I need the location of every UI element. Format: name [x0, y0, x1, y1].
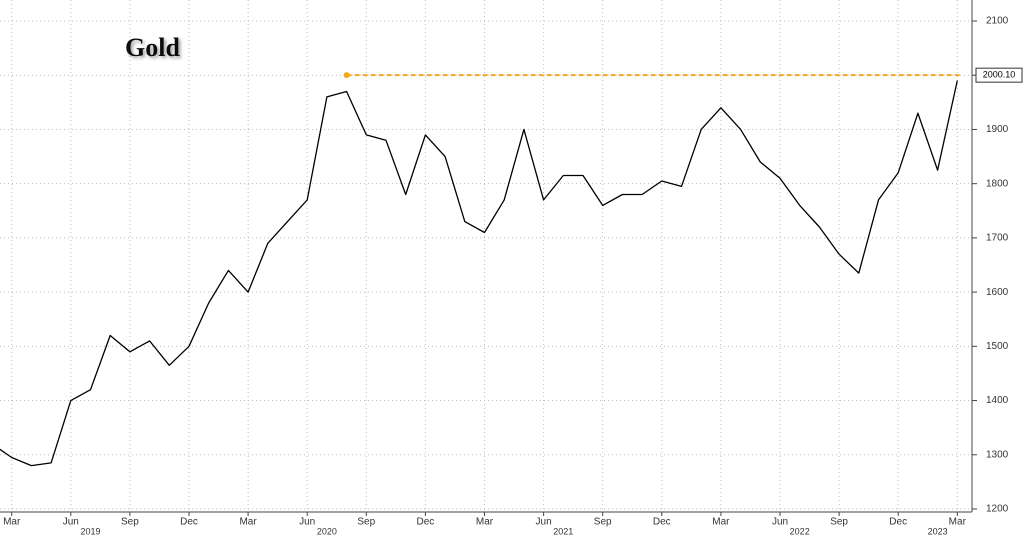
x-tick-label: Mar — [949, 517, 967, 528]
y-tick-label: 1600 — [986, 287, 1009, 298]
x-tick-label: Jun — [772, 517, 788, 528]
y-tick-label: 1900 — [986, 124, 1009, 135]
reference-label-box — [975, 67, 1023, 83]
x-tick-label: Dec — [889, 517, 907, 528]
y-tick-label: 1500 — [986, 341, 1009, 352]
year-label: 2021 — [553, 526, 573, 536]
x-tick-label: Dec — [180, 517, 198, 528]
y-tick-label: 1300 — [986, 449, 1009, 460]
year-label: 2019 — [80, 526, 100, 536]
reference-start — [343, 72, 350, 79]
y-tick-label: 1700 — [986, 233, 1009, 244]
x-tick-label: Dec — [653, 517, 671, 528]
x-tick-label: Sep — [121, 517, 139, 528]
y-tick-label: 1800 — [986, 178, 1009, 189]
x-tick-label: Sep — [357, 517, 375, 528]
reference-label: 2000.10 — [983, 70, 1016, 80]
year-label: 2022 — [790, 526, 810, 536]
chart-title: Gold — [125, 33, 180, 62]
y-tick-label: 1400 — [986, 395, 1009, 406]
x-tick-label: Jun — [536, 517, 552, 528]
x-tick-label: Dec — [417, 517, 435, 528]
x-tick-label: Mar — [239, 517, 257, 528]
x-tick-label: Mar — [476, 517, 494, 528]
x-tick-label: Mar — [3, 517, 21, 528]
year-label: 2020 — [317, 526, 337, 536]
x-tick-label: Jun — [299, 517, 315, 528]
x-tick-label: Mar — [712, 517, 730, 528]
grid — [0, 0, 972, 512]
price-line — [0, 80, 958, 467]
y-tick-label: 1200 — [986, 504, 1009, 515]
x-tick-label: Sep — [594, 517, 612, 528]
x-tick-label: Sep — [830, 517, 848, 528]
y-tick-label: 2100 — [986, 16, 1009, 27]
plot-area — [0, 80, 958, 467]
year-label: 2023 — [928, 526, 948, 536]
x-tick-label: Jun — [63, 517, 79, 528]
